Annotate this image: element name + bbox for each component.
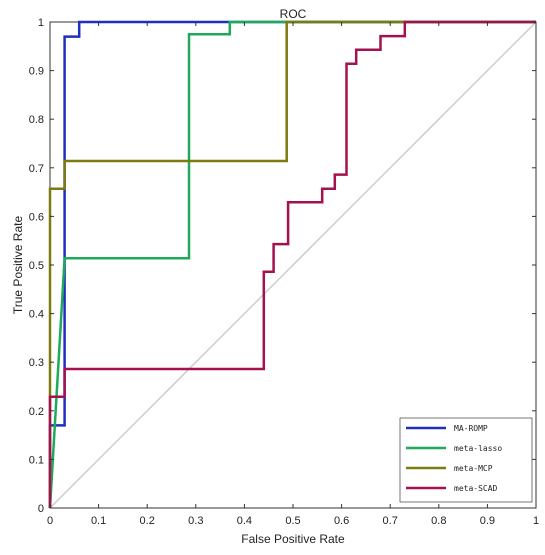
x-axis-title: False Positive Rate: [241, 532, 345, 546]
x-tick-label: 0.8: [431, 515, 446, 527]
x-tick-label: 0.3: [188, 515, 203, 527]
y-tick-label: 0.8: [29, 114, 44, 126]
chart-title: ROC: [280, 7, 307, 21]
reference-diagonal-line: [49, 21, 537, 509]
y-tick-label: 1: [38, 17, 44, 29]
legend-label-meta-scad: meta-SCAD: [454, 484, 498, 493]
legend: MA-ROMP meta-lasso meta-MCP meta-SCAD: [399, 417, 533, 503]
series-line-meta-mcp: [48, 20, 536, 508]
x-tick-label: 0.1: [91, 515, 106, 527]
x-tick-label: 0.5: [285, 515, 300, 527]
x-tick-label: 0.9: [480, 515, 495, 527]
y-tick-label: 0.6: [29, 211, 44, 223]
y-tick-label: 0.9: [29, 66, 44, 78]
y-tick-label: 0: [38, 503, 44, 515]
legend-label-meta-mcp: meta-MCP: [454, 464, 493, 473]
y-tick-label: 0.2: [29, 406, 44, 418]
y-tick-label: 0.5: [29, 260, 44, 272]
y-tick-label: 0.3: [29, 357, 44, 369]
axis-ticks: 0 0.1 0.2 0.3 0.4 0.5 0.6 0.7 0.8 0.9 1 0 0.1 0.2 0.3 0…: [29, 17, 539, 527]
reference-diagonal-layer: [49, 21, 537, 509]
y-tick-label: 0.7: [29, 163, 44, 175]
x-tick-label: 0.7: [383, 515, 398, 527]
legend-label-ma-romp: MA-ROMP: [454, 424, 488, 433]
x-tick-label: 0.2: [140, 515, 155, 527]
x-tick-label: 0: [47, 515, 53, 527]
y-axis-title: True Positive Rate: [11, 216, 25, 315]
legend-label-meta-lasso: meta-lasso: [454, 444, 502, 453]
series-layer: [48, 20, 536, 509]
series-line-meta-lasso: [48, 20, 536, 509]
x-tick-label: 1: [533, 515, 539, 527]
series-line-ma-romp: [48, 20, 536, 508]
y-tick-label: 0.4: [29, 309, 44, 321]
x-tick-label: 0.6: [334, 515, 349, 527]
series-line-meta-scad: [48, 20, 536, 508]
x-tick-label: 0.4: [237, 515, 252, 527]
y-tick-label: 0.1: [29, 454, 44, 466]
